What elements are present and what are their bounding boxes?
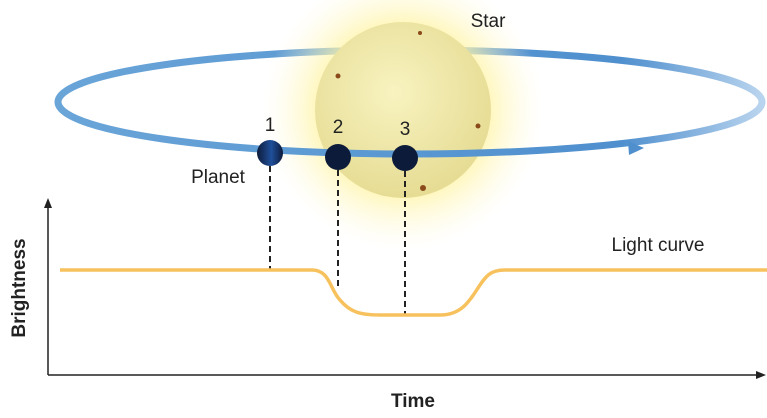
star-label: Star <box>471 11 507 32</box>
position-label: 3 <box>400 119 411 140</box>
light-curve <box>60 268 767 317</box>
orbit-arrow <box>628 141 644 155</box>
planet-label: Planet <box>191 167 246 188</box>
position-label: 1 <box>265 115 276 136</box>
planet <box>325 144 351 170</box>
sunspot <box>418 31 422 35</box>
sunspot <box>420 185 426 191</box>
sunspot <box>475 123 481 129</box>
x-axis-label: Time <box>391 391 435 412</box>
planet <box>392 145 418 171</box>
sunspot <box>335 73 341 79</box>
x-axis-arrow <box>756 371 766 379</box>
y-axis-label: Brightness <box>9 238 30 337</box>
star <box>315 22 491 198</box>
planet <box>257 140 283 166</box>
light-curve-label: Light curve <box>612 235 705 256</box>
position-label: 2 <box>333 117 344 138</box>
y-axis-arrow <box>44 198 52 208</box>
